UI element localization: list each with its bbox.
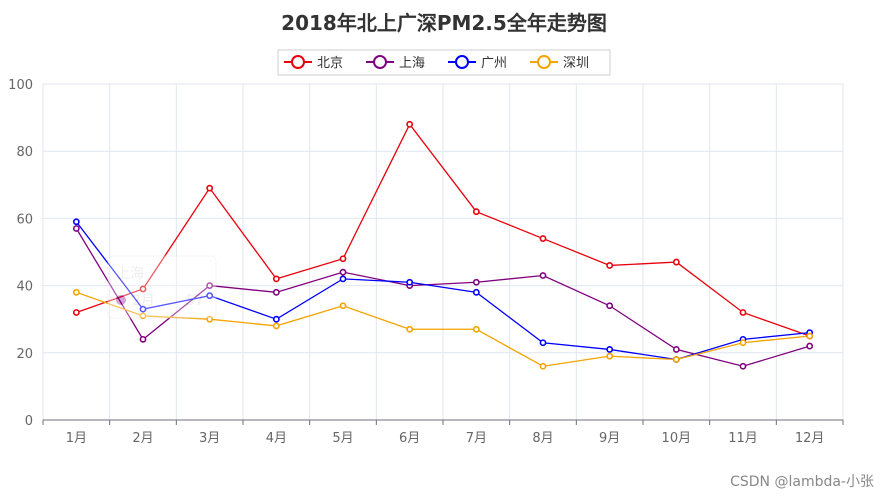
y-tick-label: 60 [16,212,33,227]
data-point[interactable] [739,309,747,316]
x-tick-label: 4月 [266,431,287,446]
data-point[interactable] [206,315,214,323]
data-point[interactable] [339,275,347,283]
data-point[interactable] [472,288,480,296]
x-tick-label: 3月 [199,431,220,446]
legend-item-2[interactable]: 广州 [448,55,507,71]
data-point[interactable] [272,275,280,283]
x-tick-label: 5月 [332,431,353,446]
legend-label: 深圳 [563,56,589,71]
data-point[interactable] [139,285,147,293]
data-point[interactable] [739,362,747,370]
tooltip-value: 57 [186,293,204,309]
legend-item-3[interactable]: 深圳 [530,55,589,71]
data-point[interactable] [672,346,680,353]
data-point[interactable] [72,218,80,226]
x-tick-label: 8月 [532,431,553,446]
x-tick-label: 6月 [399,431,420,446]
data-point[interactable] [272,322,280,330]
series-line-3 [76,291,810,367]
data-point[interactable] [272,315,280,323]
legend-marker [455,55,469,69]
data-point[interactable] [539,339,547,347]
data-point[interactable] [339,302,347,310]
data-point[interactable] [672,258,680,266]
tooltip-box [107,255,217,319]
y-tick-label: 0 [25,414,33,429]
x-tick-label: 11月 [728,431,758,446]
data-point[interactable] [539,235,547,242]
legend-label: 广州 [481,56,507,71]
data-point[interactable] [72,288,80,296]
x-tick-label: 10月 [662,431,692,446]
data-point[interactable] [806,342,814,350]
data-point[interactable] [406,325,414,333]
tooltip: 上海 2月 57 [107,255,217,319]
x-tick-label: 7月 [466,431,487,446]
x-tick-label: 9月 [599,431,620,446]
tooltip-series: 上海 [116,266,144,282]
data-point[interactable] [72,225,80,232]
chart-title: 2018年北上广深PM2.5全年走势图 [281,11,607,35]
data-point[interactable] [539,272,547,279]
grid-layer [42,83,844,420]
data-point[interactable] [806,332,814,340]
axis-layer: 0 20 40 60 80 100 1月 2月 3月 4月 5月 6月 7月 8月 9月 10月 11月 12月 [8,78,844,446]
data-point[interactable] [206,184,214,192]
series-layer [72,120,814,370]
legend-item-1[interactable]: 上海 [366,55,425,71]
data-point[interactable] [739,339,747,347]
legend-marker [373,55,387,69]
data-point[interactable] [139,305,147,313]
data-point[interactable] [606,262,614,269]
x-tick-label: 2月 [132,431,153,446]
watermark: CSDN @lambda-小张 [730,474,874,490]
y-tick-label: 40 [16,280,33,295]
data-point[interactable] [339,268,347,276]
legend[interactable]: 北京 上海 广州 深圳 [277,49,611,76]
data-point[interactable] [406,278,414,286]
data-point[interactable] [472,278,480,286]
legend-label: 上海 [399,56,425,71]
data-point[interactable] [206,292,214,300]
data-point[interactable] [539,362,547,370]
tooltip-marker [116,295,126,305]
data-point[interactable] [472,325,480,333]
data-point[interactable] [406,120,414,128]
y-tick-label: 20 [16,347,33,362]
data-point[interactable] [139,312,147,320]
data-point[interactable] [339,255,347,263]
legend-marker [537,55,551,69]
legend-marker [291,55,305,69]
legend-item-0[interactable]: 北京 [284,55,343,71]
series-line-0 [76,123,810,337]
y-tick-label: 100 [8,78,33,93]
data-point[interactable] [206,282,214,289]
series-line-1 [75,228,810,367]
data-point[interactable] [139,335,147,343]
data-point[interactable] [606,346,614,353]
data-point[interactable] [272,288,280,296]
data-point[interactable] [472,208,480,216]
tooltip-category: 2月 [132,293,155,309]
x-tick-label: 1月 [66,431,87,446]
y-tick-label: 80 [16,145,33,160]
legend-label: 北京 [317,56,343,71]
data-point[interactable] [672,356,680,363]
data-point[interactable] [72,309,80,316]
x-tick-label: 12月 [795,431,825,446]
data-point[interactable] [606,352,614,360]
data-point[interactable] [606,302,614,310]
